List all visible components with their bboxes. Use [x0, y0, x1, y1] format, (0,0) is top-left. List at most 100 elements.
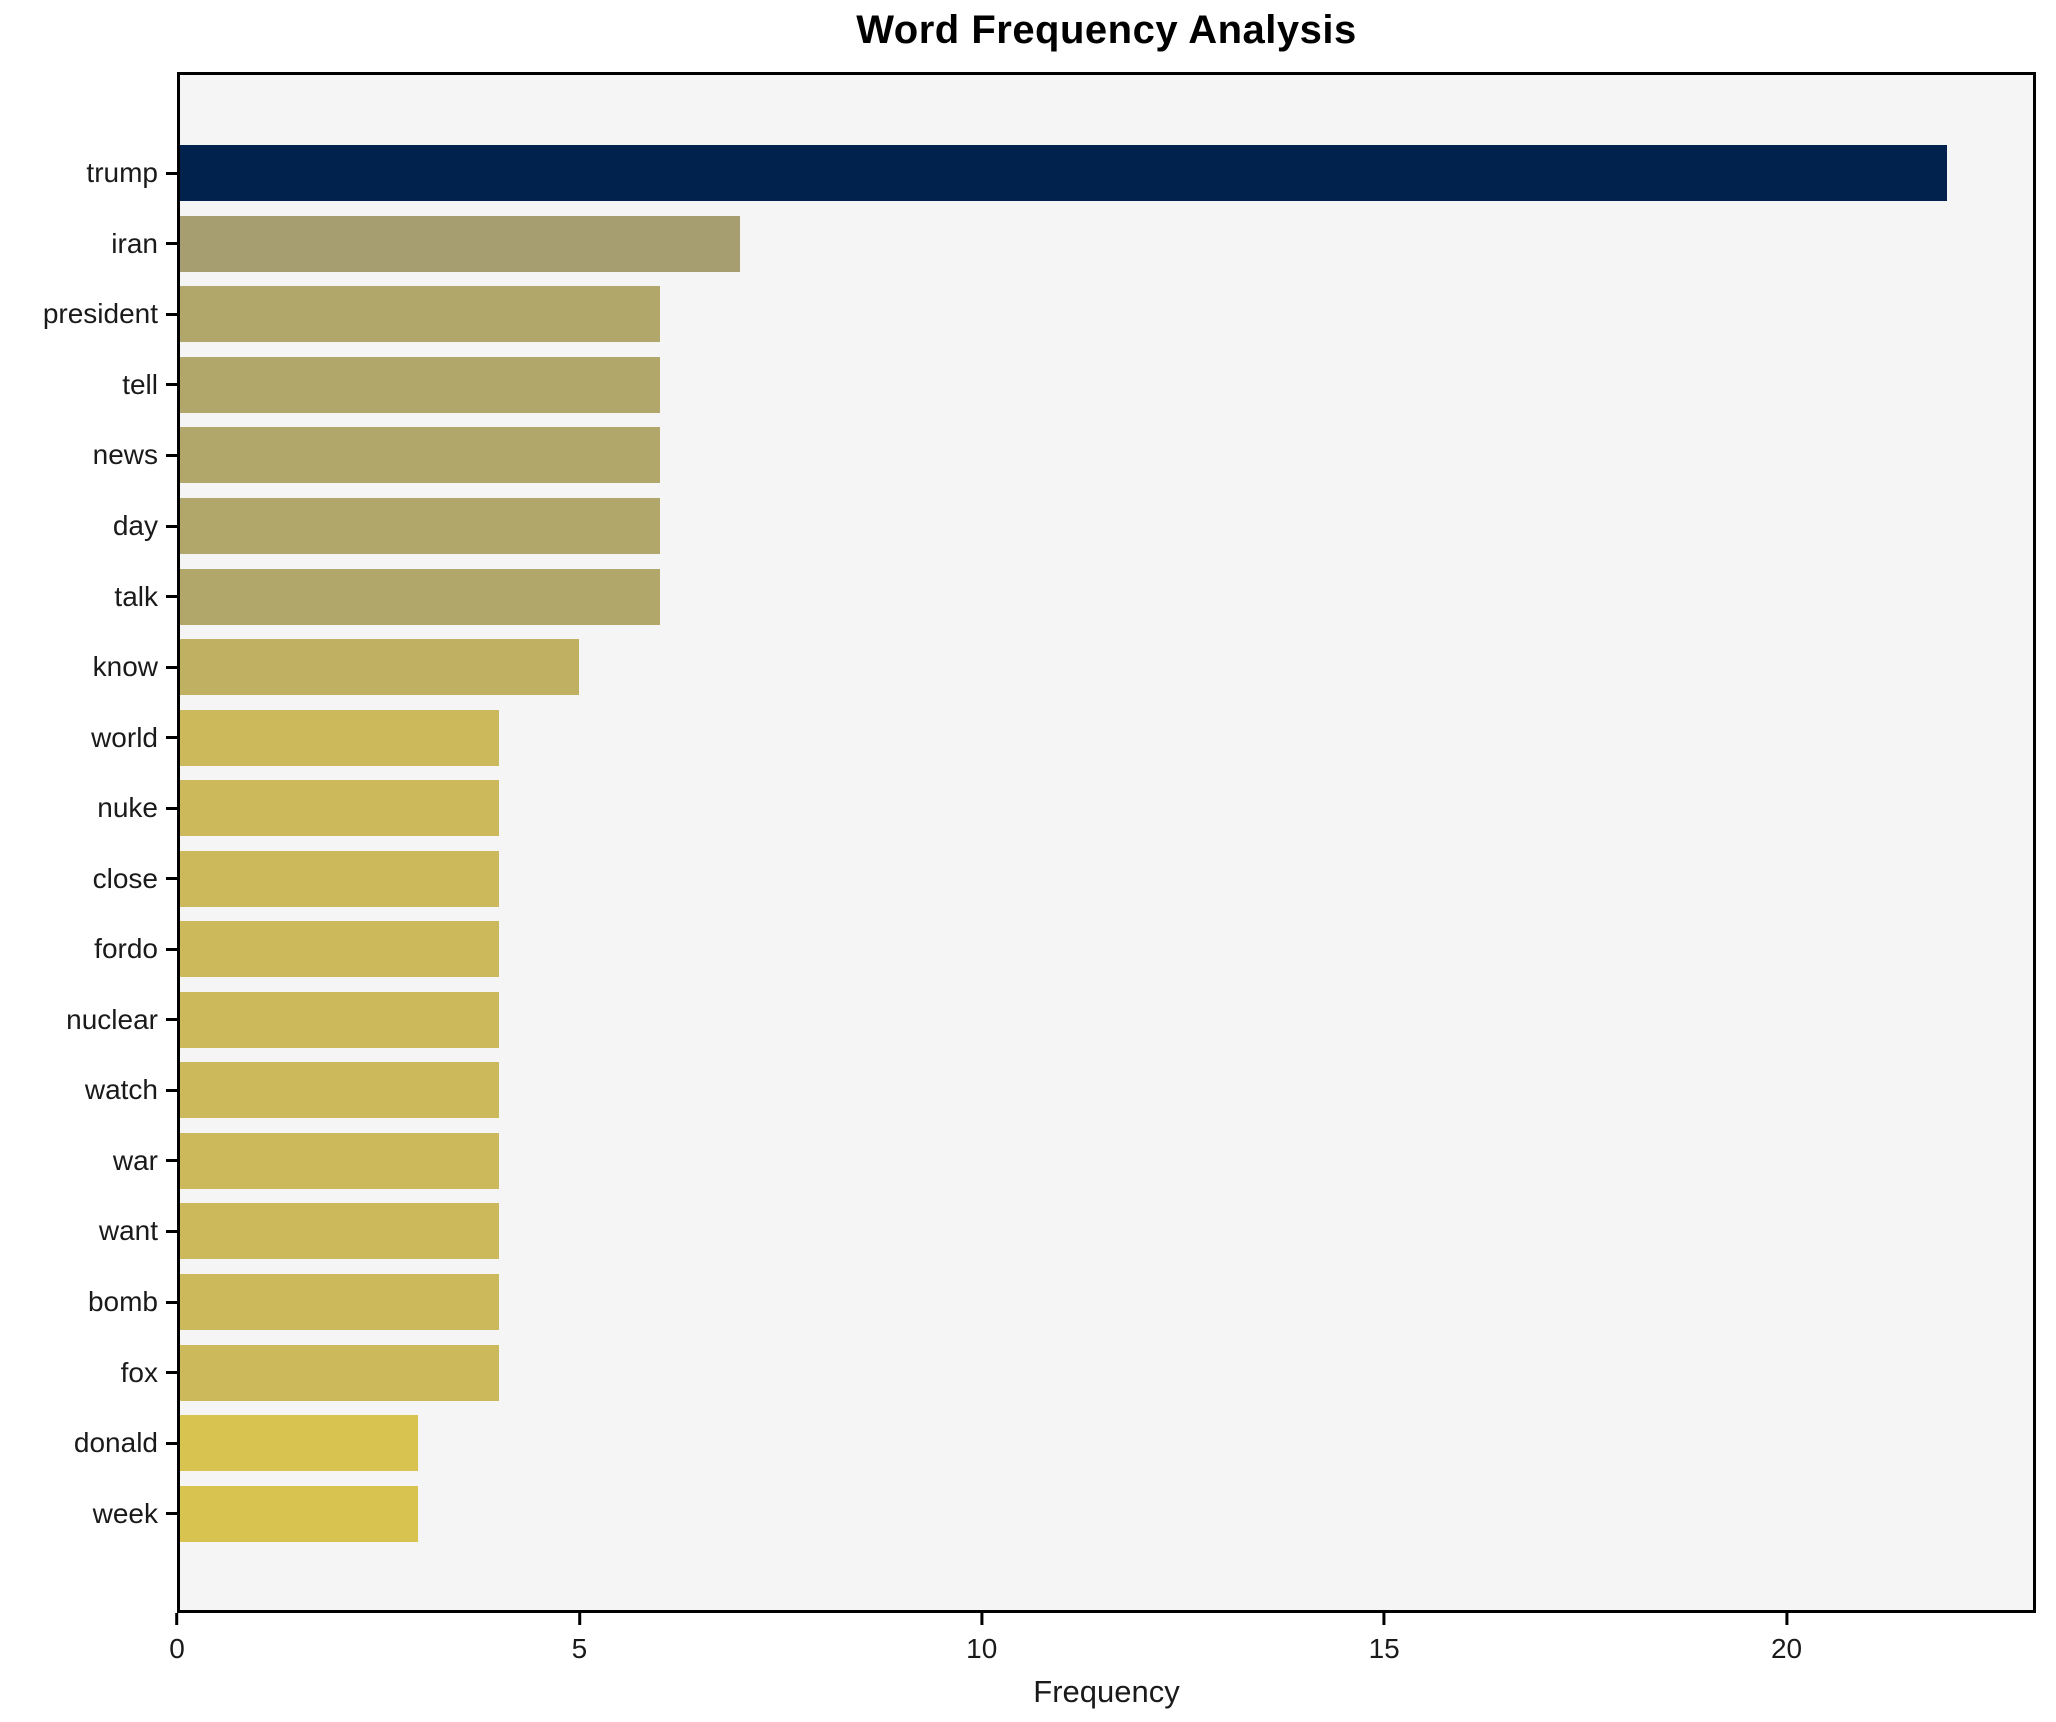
bar-president: [177, 286, 660, 343]
bar-nuke: [177, 780, 499, 837]
y-tick-mark: [166, 242, 177, 246]
bar-world: [177, 709, 499, 766]
x-tick-mark: [175, 1613, 179, 1625]
bar-know: [177, 639, 580, 696]
y-tick-mark: [166, 171, 177, 175]
y-tick-mark: [166, 312, 177, 316]
y-tick-label-want: want: [98, 1215, 158, 1247]
y-tick-label-nuke: nuke: [97, 792, 158, 824]
bars-container: [177, 72, 2036, 1613]
y-label-row-fordo: fordo: [0, 914, 177, 985]
x-tick-5: 5: [572, 1613, 587, 1665]
y-tick-label-know: know: [92, 651, 158, 683]
y-tick-mark: [166, 595, 177, 599]
y-label-row-day: day: [0, 491, 177, 562]
bar-week: [177, 1485, 419, 1542]
y-tick-mark: [166, 947, 177, 951]
y-label-row-news: news: [0, 420, 177, 491]
y-tick-mark: [166, 665, 177, 669]
y-tick-label-trump: trump: [86, 157, 158, 189]
y-label-row-want: want: [0, 1196, 177, 1267]
y-tick-label-news: news: [92, 439, 158, 471]
y-label-row-war: war: [0, 1126, 177, 1197]
y-tick-label-close: close: [92, 862, 158, 894]
y-tick-label-tell: tell: [122, 368, 158, 400]
y-tick-label-fordo: fordo: [94, 933, 158, 965]
y-tick-mark: [166, 1229, 177, 1233]
y-tick-mark: [166, 1441, 177, 1445]
y-tick-label-president: president: [42, 298, 158, 330]
bar-iran: [177, 215, 741, 272]
bar-donald: [177, 1415, 419, 1472]
y-label-row-tell: tell: [0, 350, 177, 421]
y-tick-mark: [166, 1088, 177, 1092]
y-tick-mark: [166, 736, 177, 740]
bar-row-donald: [177, 1408, 2036, 1479]
y-tick-label-day: day: [112, 510, 158, 541]
x-tick-10: 10: [966, 1613, 997, 1665]
x-tick-0: 0: [169, 1613, 185, 1665]
bar-row-bomb: [177, 1267, 2036, 1338]
y-label-row-week: week: [0, 1478, 177, 1549]
y-label-row-watch: watch: [0, 1055, 177, 1126]
bar-war: [177, 1132, 499, 1189]
y-label-row-world: world: [0, 702, 177, 773]
x-tick-mark: [1785, 1613, 1789, 1625]
y-tick-label-watch: watch: [84, 1074, 158, 1106]
bar-row-want: [177, 1196, 2036, 1267]
bar-close: [177, 850, 499, 907]
bar-row-day: [177, 491, 2036, 562]
y-tick-label-war: war: [112, 1144, 158, 1176]
y-tick-mark: [166, 806, 177, 810]
bar-row-fordo: [177, 914, 2036, 985]
x-tick-mark: [577, 1613, 581, 1625]
y-label-row-know: know: [0, 632, 177, 703]
bar-row-talk: [177, 561, 2036, 632]
bar-row-watch: [177, 1055, 2036, 1126]
bar-row-president: [177, 279, 2036, 350]
bar-row-world: [177, 702, 2036, 773]
y-tick-label-world: world: [91, 721, 158, 753]
y-label-row-nuke: nuke: [0, 773, 177, 844]
y-tick-mark: [166, 1371, 177, 1375]
bar-row-iran: [177, 209, 2036, 280]
y-label-row-president: president: [0, 279, 177, 350]
bar-fox: [177, 1344, 499, 1401]
bar-bomb: [177, 1274, 499, 1331]
y-label-row-trump: trump: [0, 138, 177, 209]
y-tick-mark: [166, 1512, 177, 1516]
x-tick-label: 15: [1368, 1633, 1400, 1664]
bar-row-close: [177, 843, 2036, 914]
bar-row-news: [177, 420, 2036, 491]
bar-row-nuclear: [177, 985, 2036, 1056]
bar-row-know: [177, 632, 2036, 703]
bar-row-tell: [177, 350, 2036, 421]
bar-tell: [177, 356, 660, 413]
bar-row-nuke: [177, 773, 2036, 844]
y-tick-label-week: week: [92, 1497, 158, 1529]
y-tick-label-nuclear: nuclear: [66, 1003, 158, 1035]
x-axis-ticks: 0 5 10 15 20: [0, 1613, 2056, 1683]
bar-want: [177, 1203, 499, 1260]
y-label-row-donald: donald: [0, 1408, 177, 1479]
y-axis-labels: trump iran president tell news day talk know wor…: [0, 72, 177, 1613]
y-tick-label-talk: talk: [114, 580, 158, 612]
x-tick-20: 20: [1771, 1613, 1802, 1665]
x-tick-15: 15: [1369, 1613, 1400, 1665]
x-tick-mark: [1382, 1613, 1386, 1625]
x-tick-label: 10: [966, 1633, 998, 1664]
y-label-row-talk: talk: [0, 561, 177, 632]
bar-row-week: [177, 1478, 2036, 1549]
x-tick-label: 0: [169, 1633, 185, 1664]
bar-day: [177, 498, 660, 554]
y-label-row-bomb: bomb: [0, 1267, 177, 1338]
bar-watch: [177, 1062, 499, 1119]
y-tick-label-donald: donald: [73, 1427, 158, 1459]
y-tick-mark: [166, 453, 177, 457]
bar-trump: [177, 145, 1948, 202]
bar-row-war: [177, 1126, 2036, 1197]
y-label-row-fox: fox: [0, 1337, 177, 1408]
bar-row-fox: [177, 1337, 2036, 1408]
y-tick-label-iran: iran: [111, 227, 158, 259]
